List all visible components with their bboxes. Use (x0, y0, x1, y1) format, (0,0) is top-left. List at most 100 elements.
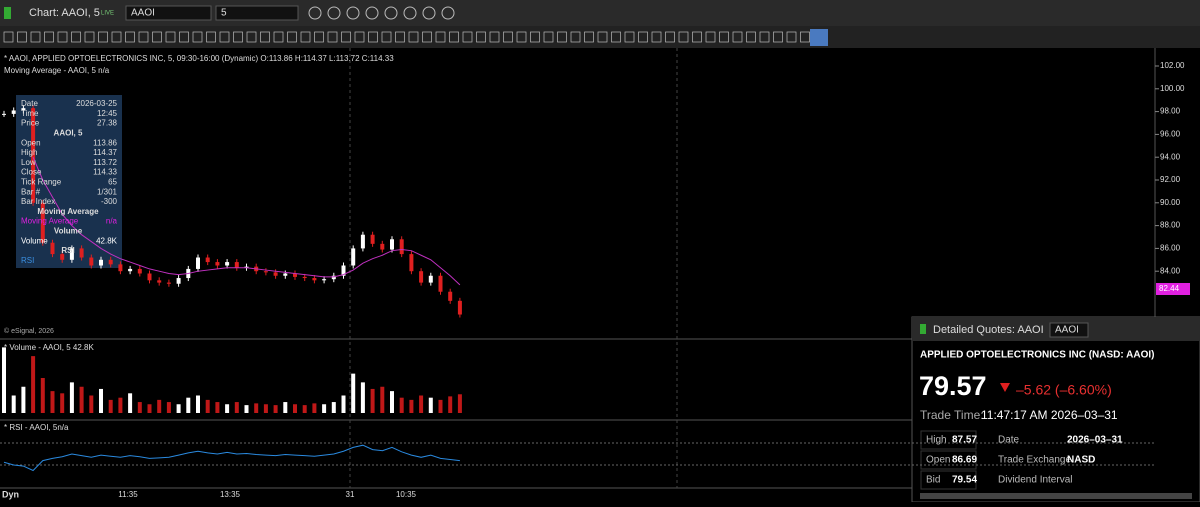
volume-bar (331, 402, 336, 413)
volume-bar (11, 395, 16, 413)
volume-bar (448, 396, 453, 413)
volume-bar (351, 373, 356, 413)
candle-body (322, 279, 327, 281)
tool-icon (611, 31, 621, 43)
candle-body (69, 248, 74, 260)
tool-icon (678, 31, 689, 43)
candle-body (157, 280, 162, 283)
candle-body (263, 271, 268, 273)
volume-bar (302, 405, 307, 413)
price-tick-label: 100.00 (1160, 84, 1185, 93)
tool-icon (179, 31, 189, 43)
interval-text: 5 (221, 8, 227, 19)
volume-bar (137, 402, 142, 413)
tool-icon (624, 31, 635, 43)
window-title: Chart: AAOI, 5 (29, 7, 100, 19)
price-tick-label: 84.00 (1160, 266, 1181, 275)
tool-icon (206, 31, 216, 43)
time-mode[interactable]: Dyn (2, 489, 19, 499)
volume-bar (283, 402, 288, 413)
price-tick-label: 96.00 (1160, 130, 1181, 139)
quote-panel: Detailed Quotes: AAOI AAOI APPLIED OPTOE… (911, 316, 1200, 503)
candle-body (118, 264, 123, 272)
time-label: 10:35 (396, 490, 417, 499)
volume-bar (21, 386, 26, 413)
tool-icon (422, 31, 432, 43)
scrollbar[interactable] (920, 493, 1192, 499)
candle-body (215, 262, 220, 266)
price-tick-label: 90.00 (1160, 198, 1181, 207)
tool-icon (651, 31, 662, 43)
quote-cell-text: NASD (1067, 455, 1095, 466)
symbol-text: AAOI (131, 8, 155, 19)
candle-body (283, 273, 288, 276)
tool-icon (314, 31, 324, 43)
candle-body (312, 278, 317, 281)
tool-icon (597, 31, 608, 43)
tool-icon (543, 31, 554, 43)
tool-icon (354, 31, 365, 43)
drawing-toolbar (0, 26, 1200, 48)
candle-body (234, 262, 239, 268)
candle-body (31, 108, 36, 203)
volume-bar (409, 399, 414, 413)
tool-icon (71, 31, 81, 43)
active-tool[interactable] (810, 29, 828, 46)
candle-body (399, 239, 404, 255)
volume-bar (60, 393, 65, 413)
candle-body (428, 275, 433, 283)
candle-body (40, 202, 45, 243)
candle-body (205, 257, 210, 263)
tool-icon (111, 31, 122, 43)
tooltip-label: Tick Range (21, 178, 62, 187)
tool-icon (17, 31, 27, 43)
volume-bar (293, 404, 297, 413)
time-label: 13:35 (220, 490, 241, 499)
candle-body (166, 282, 171, 284)
volume-bar (312, 403, 317, 413)
tool-icon (300, 31, 311, 43)
volume-bar (215, 402, 220, 413)
candle-body (11, 110, 16, 114)
volume-bar (399, 397, 404, 413)
down-arrow (1000, 383, 1010, 392)
candle-body (2, 113, 6, 115)
tooltip-value: 114.33 (93, 168, 117, 177)
last-price: 82.44 (1159, 284, 1180, 293)
symbol-input[interactable] (125, 5, 212, 21)
tooltip-vol-title: Volume (54, 227, 83, 236)
tool-icon (152, 31, 162, 43)
tool-icon (246, 31, 257, 43)
tooltip-label: Close (21, 168, 42, 177)
tooltip-value: 65 (108, 178, 117, 187)
interval-input[interactable] (215, 5, 299, 21)
tool-icon (773, 31, 783, 43)
toolbar-button (346, 6, 360, 20)
quote-cell-text: Open (926, 455, 950, 466)
tooltip-label: High (21, 148, 37, 157)
quote-cell-text: High (926, 435, 947, 446)
rsi-line (3, 444, 460, 472)
ma-label: Moving Average - AAOI, 5 n/a (4, 66, 110, 75)
candle-body (351, 248, 356, 266)
tooltip-value: 114.37 (93, 148, 117, 157)
candle-body (293, 273, 297, 277)
tool-icon (84, 31, 95, 43)
tooltip-ma-title: Moving Average (37, 207, 99, 216)
tooltip-label: Volume (21, 236, 48, 245)
candle-body (360, 234, 365, 249)
volume-bar (99, 388, 103, 413)
quote-cell-text: 2026–03–31 (1067, 435, 1123, 446)
candle-body (21, 108, 26, 111)
volume-bar (157, 399, 162, 413)
tooltip-value: 2026-03-25 (76, 99, 117, 108)
candle-body (128, 268, 133, 272)
quote-icon (920, 324, 926, 334)
candle-body (196, 257, 200, 269)
candle-body (108, 259, 113, 265)
volume-bar (322, 404, 327, 413)
quote-symbol-box[interactable] (1049, 322, 1089, 338)
candle-body (79, 248, 84, 258)
tooltip-label: Time (21, 109, 39, 118)
